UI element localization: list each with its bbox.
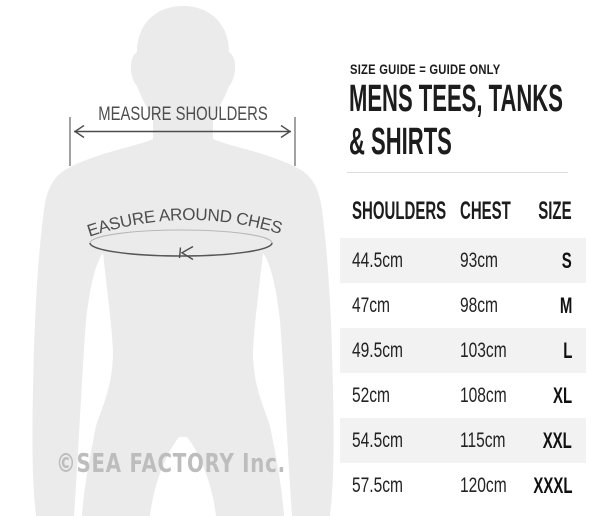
arrow-right-icon <box>280 124 292 139</box>
column-header-shoulders: SHOULDERS <box>352 197 447 225</box>
size-value: L <box>562 338 572 363</box>
chest-ellipse-bottom <box>89 242 273 257</box>
chest-value: 98cm <box>460 294 499 317</box>
chest-value: 115cm <box>460 429 506 452</box>
page-title: MENS TEES, TANKS & SHIRTS <box>349 78 600 164</box>
watermark: ©SEA FACTORY Inc. <box>56 450 358 478</box>
chest-value: 93cm <box>460 249 499 272</box>
shoulder-measure-label: MEASURE SHOULDERS <box>98 103 267 124</box>
column-header-size: SIZE <box>538 197 572 225</box>
shoulders-value: 47cm <box>352 294 391 317</box>
table-row-xxl: 54.5cm 115cm XXL <box>340 418 586 463</box>
size-table: 44.5cm 93cm S 47cm 98cm M 49.5cm 103cm L… <box>340 238 586 508</box>
size-value: XXL <box>542 428 572 453</box>
column-header-chest: CHEST <box>460 197 511 225</box>
table-row-s: 44.5cm 93cm S <box>340 238 586 283</box>
shoulder-measurement: MEASURE SHOULDERS <box>69 103 296 166</box>
shoulders-value: 57.5cm <box>352 474 403 497</box>
chest-value: 108cm <box>460 384 507 407</box>
shoulders-value: 54.5cm <box>352 429 403 452</box>
arrow-tape-tick <box>178 247 182 259</box>
chest-value: 103cm <box>460 339 507 362</box>
page-title-line1: MENS TEES, TANKS <box>349 78 563 120</box>
size-value: S <box>562 248 572 273</box>
size-value: XL <box>552 383 572 408</box>
page-title-line2: & SHIRTS <box>349 121 452 163</box>
table-row-xl: 52cm 108cm XL <box>340 373 586 418</box>
body-measurement-figure: MEASURE SHOULDERS MEASURE AROUND CHEST <box>0 0 334 516</box>
size-value: XXXL <box>532 473 572 498</box>
size-guide-note-text: SIZE GUIDE = GUIDE ONLY <box>350 61 501 77</box>
chest-value: 120cm <box>460 474 507 497</box>
shoulders-value: 44.5cm <box>352 249 403 272</box>
table-row-l: 49.5cm 103cm L <box>340 328 586 373</box>
table-row-xxxl: 57.5cm 120cm XXXL <box>340 463 586 508</box>
chest-ellipse-top <box>89 229 273 244</box>
arrow-left-icon <box>73 124 85 139</box>
size-guide-note: SIZE GUIDE = GUIDE ONLY <box>350 61 538 77</box>
arrow-tape-icon <box>180 245 194 261</box>
watermark-text: ©SEA FACTORY Inc. <box>56 449 286 479</box>
shoulders-value: 49.5cm <box>352 339 403 362</box>
shoulders-value: 52cm <box>352 384 391 407</box>
table-row-m: 47cm 98cm M <box>340 283 586 328</box>
divider-line <box>347 172 568 173</box>
body-silhouette <box>32 6 334 516</box>
size-value: M <box>559 293 572 318</box>
table-header-row: SHOULDERS CHEST SIZE <box>340 197 586 225</box>
